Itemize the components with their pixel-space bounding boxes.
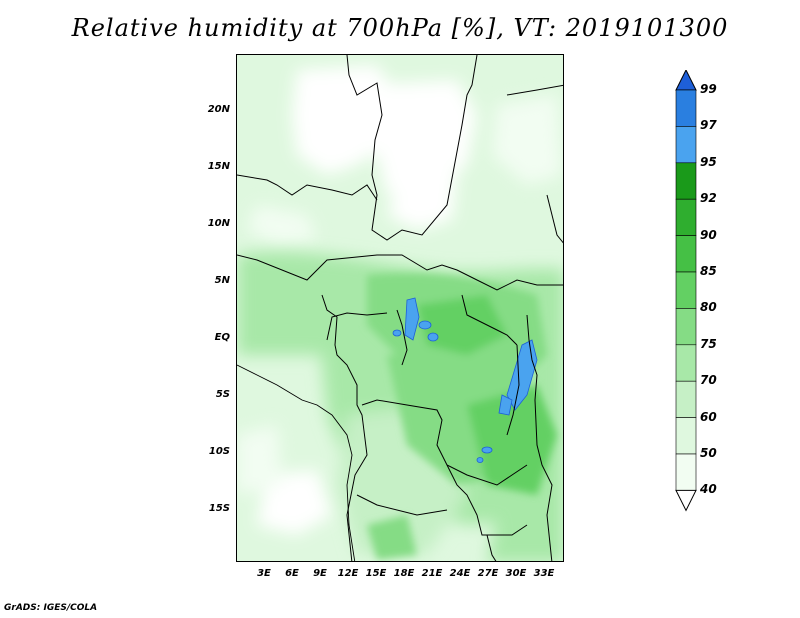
lon-label-24e: 24E xyxy=(449,568,471,579)
colorbar-segment xyxy=(675,89,697,127)
country-borders xyxy=(237,55,563,561)
lat-label-eq: EQ xyxy=(214,332,230,343)
lat-label-20n: 20N xyxy=(207,104,230,115)
lon-label-15e: 15E xyxy=(365,568,387,579)
lat-label-10n: 10N xyxy=(207,218,230,229)
colorbar-segment xyxy=(675,344,697,382)
lon-label-18e: 18E xyxy=(393,568,415,579)
grads-credit: GrADS: IGES/COLA xyxy=(4,603,98,613)
colorbar-level-label: 95 xyxy=(700,154,717,169)
lat-label-15s: 15S xyxy=(208,503,230,514)
colorbar-top-arrow xyxy=(675,68,697,91)
dry-regions xyxy=(237,65,562,535)
colorbar-level-label: 75 xyxy=(700,336,717,351)
colorbar-segment xyxy=(675,453,697,491)
lon-label-27e: 27E xyxy=(477,568,499,579)
lon-label-9e: 9E xyxy=(313,568,327,579)
colorbar-level-label: 50 xyxy=(700,446,717,460)
saturation-patches xyxy=(392,297,538,463)
colorbar-segment xyxy=(675,126,697,164)
colorbar-segment xyxy=(675,271,697,309)
lon-label-12e: 12E xyxy=(337,568,359,579)
lon-label-30e: 30E xyxy=(505,568,527,579)
colorbar-bottom-arrow xyxy=(675,489,697,512)
lat-label-15n: 15N xyxy=(207,161,230,172)
colorbar-level-label: 80 xyxy=(700,300,717,315)
map-title: Relative humidity at 700hPa [%], VT: 201… xyxy=(71,14,729,42)
humidity-map xyxy=(236,54,564,562)
colorbar-level-label: 85 xyxy=(700,264,717,278)
colorbar-level-label: 99 xyxy=(700,82,717,96)
colorbar-level-label: 92 xyxy=(700,191,717,206)
lon-label-6e: 6E xyxy=(285,568,299,579)
lat-label-5s: 5S xyxy=(215,389,230,400)
colorbar xyxy=(670,68,730,550)
colorbar-segment xyxy=(675,308,697,346)
colorbar-level-label: 70 xyxy=(700,373,717,388)
colorbar-segment xyxy=(675,162,697,200)
colorbar-segment xyxy=(675,417,697,455)
colorbar-level-label: 90 xyxy=(700,227,717,242)
lon-label-3e: 3E xyxy=(257,568,271,579)
lat-label-5n: 5N xyxy=(214,275,230,286)
colorbar-segment xyxy=(675,235,697,273)
colorbar-segment xyxy=(675,380,697,418)
humidity-map-svg xyxy=(237,55,563,561)
colorbar-level-label: 97 xyxy=(700,118,717,133)
lon-label-21e: 21E xyxy=(421,568,443,579)
lat-label-10s: 10S xyxy=(208,446,230,457)
colorbar-level-label: 60 xyxy=(700,409,717,424)
lon-label-33e: 33E xyxy=(533,568,555,579)
colorbar-segment xyxy=(675,198,697,236)
colorbar-svg xyxy=(675,68,697,512)
colorbar-level-label: 40 xyxy=(700,482,717,497)
